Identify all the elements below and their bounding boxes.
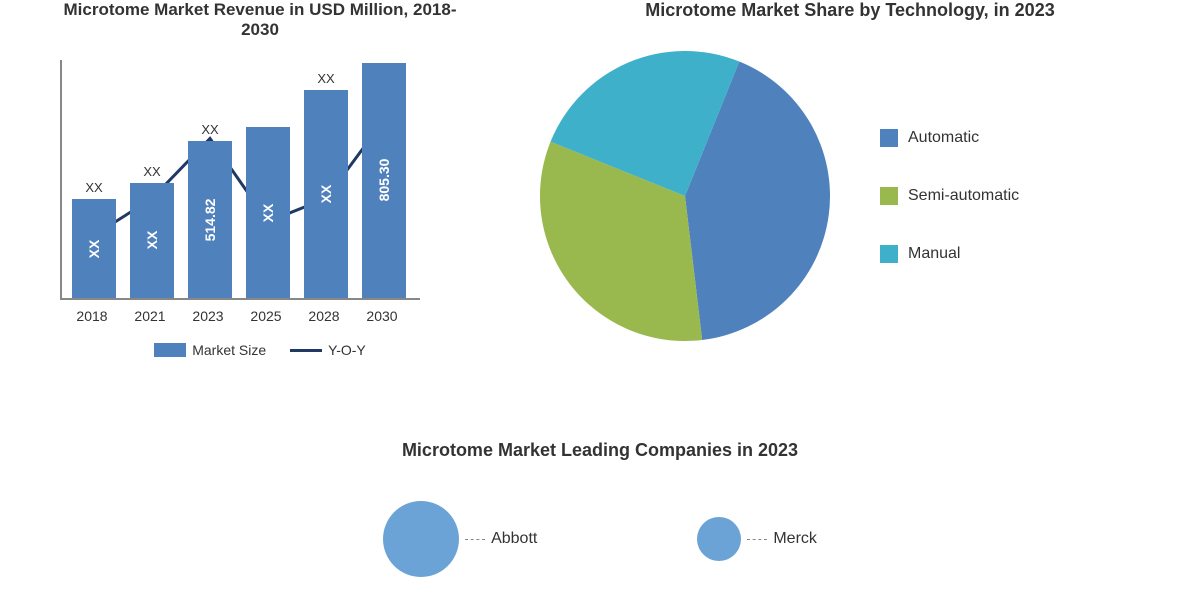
company-label: Abbott (491, 530, 537, 548)
bar: XXXX (72, 199, 116, 298)
bar-value-label: 805.30 (376, 159, 392, 202)
bar-chart-legend: Market Size Y-O-Y (60, 342, 460, 358)
pie-chart-title: Microtome Market Share by Technology, in… (540, 0, 1160, 21)
bar-top-label: XX (201, 122, 218, 137)
pie-legend-swatch (880, 245, 898, 263)
x-axis-label: 2018 (76, 308, 107, 324)
bar: XXXX (130, 183, 174, 298)
pie-chart-section: Microtome Market Share by Technology, in… (540, 0, 1160, 341)
bar-value-label: XX (144, 231, 160, 250)
pie-legend-item: Automatic (880, 129, 1019, 147)
bar-top-label: XX (143, 164, 160, 179)
legend-item-market-size: Market Size (154, 342, 266, 358)
leader-line (465, 539, 485, 540)
bar: 805.30 (362, 63, 406, 298)
bar: XXXX (304, 90, 348, 298)
companies-section: Microtome Market Leading Companies in 20… (0, 440, 1200, 577)
legend-label-yoy: Y-O-Y (328, 342, 366, 358)
pie-legend-item: Manual (880, 245, 1019, 263)
pie-legend-swatch (880, 129, 898, 147)
company-label: Merck (773, 530, 817, 548)
bar-value-label: XX (318, 185, 334, 204)
x-axis-label: 2023 (192, 308, 223, 324)
pie-legend-swatch (880, 187, 898, 205)
pie-legend-label: Automatic (908, 129, 979, 147)
company-bubble-item: Abbott (383, 501, 537, 577)
pie-legend-label: Manual (908, 245, 960, 263)
bar: XX (246, 127, 290, 298)
bar-value-label: XX (260, 203, 276, 222)
company-bubble (697, 517, 741, 561)
bar-chart-x-axis: 2018 2021 2023 2025 2028 2030 (60, 300, 420, 330)
x-axis-label: 2025 (250, 308, 281, 324)
x-axis-label: 2021 (134, 308, 165, 324)
legend-item-yoy: Y-O-Y (290, 342, 366, 358)
company-bubble (383, 501, 459, 577)
bar: 514.82XX (188, 141, 232, 298)
legend-swatch-bar (154, 343, 186, 357)
leader-line (747, 539, 767, 540)
bar-top-label: XX (317, 71, 334, 86)
pie-legend-item: Semi-automatic (880, 187, 1019, 205)
company-bubble-item: Merck (697, 501, 817, 577)
bar-chart-title: Microtome Market Revenue in USD Million,… (60, 0, 460, 40)
pie-chart-legend: Automatic Semi-automatic Manual (880, 129, 1019, 263)
legend-swatch-line (290, 349, 322, 352)
pie-legend-label: Semi-automatic (908, 187, 1019, 205)
bar-value-label: XX (86, 239, 102, 258)
pie-chart-plot (540, 51, 830, 341)
companies-bubbles: Abbott Merck (0, 501, 1200, 577)
bar-value-label: 514.82 (202, 198, 218, 241)
bar-chart-plot: XXXXXXXX514.82XXXXXXXX805.30 (60, 60, 420, 300)
x-axis-label: 2030 (366, 308, 397, 324)
bar-chart-section: Microtome Market Revenue in USD Million,… (60, 0, 460, 358)
x-axis-label: 2028 (308, 308, 339, 324)
legend-label-market-size: Market Size (192, 342, 266, 358)
bar-top-label: XX (85, 180, 102, 195)
companies-title: Microtome Market Leading Companies in 20… (0, 440, 1200, 461)
